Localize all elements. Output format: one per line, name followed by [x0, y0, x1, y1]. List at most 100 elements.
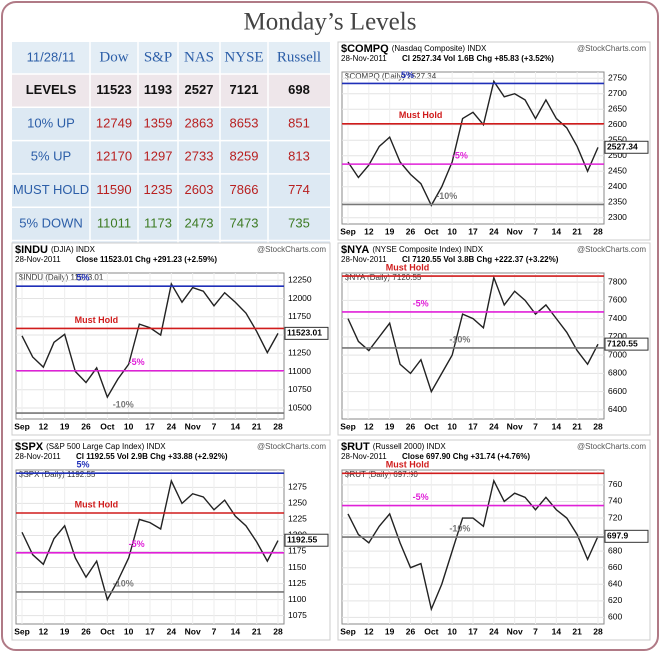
row-label: LEVELS [26, 82, 77, 97]
level-label: Must Hold [386, 262, 430, 272]
price-line [347, 79, 599, 207]
level-label: -5% [129, 539, 145, 549]
y-tick-label: 740 [608, 496, 622, 506]
x-tick-label: 28 [593, 226, 603, 236]
y-tick-label: 680 [608, 545, 622, 555]
x-tick-label: 19 [385, 421, 395, 431]
table-cell: 2473 [185, 215, 214, 230]
chart-legend: $NYA (Daily) 7120.55 [345, 273, 422, 282]
y-tick-label: 1125 [288, 578, 307, 588]
y-tick-label: 7800 [608, 276, 627, 286]
table-cell: 7121 [230, 82, 259, 97]
x-tick-label: 7 [212, 626, 217, 636]
y-tick-label: 1150 [288, 562, 307, 572]
chart-stats: Cl 2527.34 Vol 1.6B Chg +85.83 (+3.52%) [402, 54, 554, 63]
x-tick-label: 12 [39, 421, 49, 431]
header-row [12, 42, 330, 74]
x-tick-label: 26 [406, 421, 416, 431]
table-cell: 1193 [144, 82, 172, 97]
x-tick-label: 19 [385, 626, 395, 636]
chart-stats: Cl 7120.55 Vol 3.8B Chg +222.37 (+3.22%) [402, 255, 559, 264]
y-tick-label: 11000 [288, 366, 311, 376]
x-tick-label: 17 [468, 226, 478, 236]
table-cell: 2527 [185, 82, 214, 97]
chart-date: 28-Nov-2011 [15, 452, 61, 461]
x-tick-label: Sep [14, 626, 30, 636]
table-header: Russell [277, 49, 321, 65]
y-tick-label: 760 [608, 479, 622, 489]
x-tick-label: 12 [39, 626, 49, 636]
x-tick-label: Oct [100, 421, 114, 431]
table-cell: 12170 [96, 149, 132, 164]
level-label: -5% [413, 492, 429, 502]
y-tick-label: 2550 [608, 134, 627, 144]
last-value-box [284, 533, 329, 547]
y-tick-label: 12000 [288, 293, 312, 303]
x-tick-label: 14 [552, 421, 562, 431]
y-tick-label: 1250 [288, 498, 307, 508]
x-tick-label: Nov [185, 421, 201, 431]
table-cell: 813 [288, 149, 310, 164]
last-value: 11523.01 [287, 328, 322, 338]
y-tick-label: 10750 [288, 384, 312, 394]
y-tick-label: 2600 [608, 119, 627, 129]
level-label: Must Hold [399, 110, 443, 120]
chart-source: @StockCharts.com [577, 442, 646, 451]
chart-stats: Cl 1192.55 Vol 2.9B Chg +33.88 (+2.92%) [76, 452, 228, 461]
y-tick-label: 2450 [608, 166, 627, 176]
x-tick-label: 7 [533, 421, 538, 431]
level-label: 5% [401, 70, 414, 80]
y-tick-label: 2400 [608, 181, 627, 191]
x-tick-label: 28 [593, 421, 603, 431]
table-cell: 698 [288, 82, 310, 97]
level-label: -5% [129, 357, 145, 367]
chart-legend: $RUT (Daily) 697.90 [345, 470, 418, 479]
row-label: 5% UP [31, 149, 71, 164]
x-tick-label: 12 [364, 421, 374, 431]
table-cell: 774 [288, 182, 310, 197]
y-tick-label: 2350 [608, 197, 627, 207]
x-tick-label: 28 [273, 421, 283, 431]
x-tick-label: Nov [185, 626, 201, 636]
table-cell: 1173 [144, 215, 172, 230]
chart-symbol: $SPX [15, 441, 44, 453]
x-tick-label: Sep [340, 226, 356, 236]
table-cell: 11011 [97, 215, 131, 230]
chart-symbol: $INDU [15, 244, 48, 256]
table-header: S&P [144, 49, 172, 65]
y-tick-label: 1225 [288, 514, 307, 524]
table-header: Dow [99, 49, 128, 65]
table-cell: 8259 [230, 149, 259, 164]
table-header: NAS [184, 49, 214, 65]
x-tick-label: 21 [572, 421, 582, 431]
price-line [21, 478, 279, 602]
level-label: -10% [113, 578, 134, 588]
price-line [347, 478, 599, 612]
x-tick-label: 19 [60, 626, 70, 636]
table-header: NYSE [224, 49, 263, 65]
x-tick-label: 21 [572, 226, 582, 236]
chart-source: @StockCharts.com [257, 442, 326, 451]
level-label: -10% [449, 334, 470, 344]
x-tick-label: 24 [167, 421, 177, 431]
page-title: Monday’s Levels [244, 9, 417, 36]
table-cell: 7866 [230, 182, 259, 197]
chart-symbol: $COMPQ [341, 43, 389, 55]
chart-legend: $INDU (Daily) 11523.01 [19, 273, 104, 282]
y-tick-label: 6400 [608, 404, 627, 414]
table-cell: 8653 [230, 115, 259, 130]
chart-stats: Close 697.90 Chg +31.74 (+4.76%) [402, 452, 530, 461]
x-tick-label: 12 [364, 226, 374, 236]
y-tick-label: 2500 [608, 150, 627, 160]
y-tick-label: 2700 [608, 88, 627, 98]
last-value: 2527.34 [607, 142, 638, 152]
last-value-box [604, 140, 649, 154]
x-tick-label: 21 [252, 626, 262, 636]
y-tick-label: 11250 [288, 348, 311, 358]
y-tick-label: 1175 [288, 546, 307, 556]
level-label: 5% [76, 460, 89, 470]
x-tick-label: 14 [552, 626, 562, 636]
table-cell: 1297 [144, 149, 173, 164]
x-tick-label: 17 [145, 421, 155, 431]
